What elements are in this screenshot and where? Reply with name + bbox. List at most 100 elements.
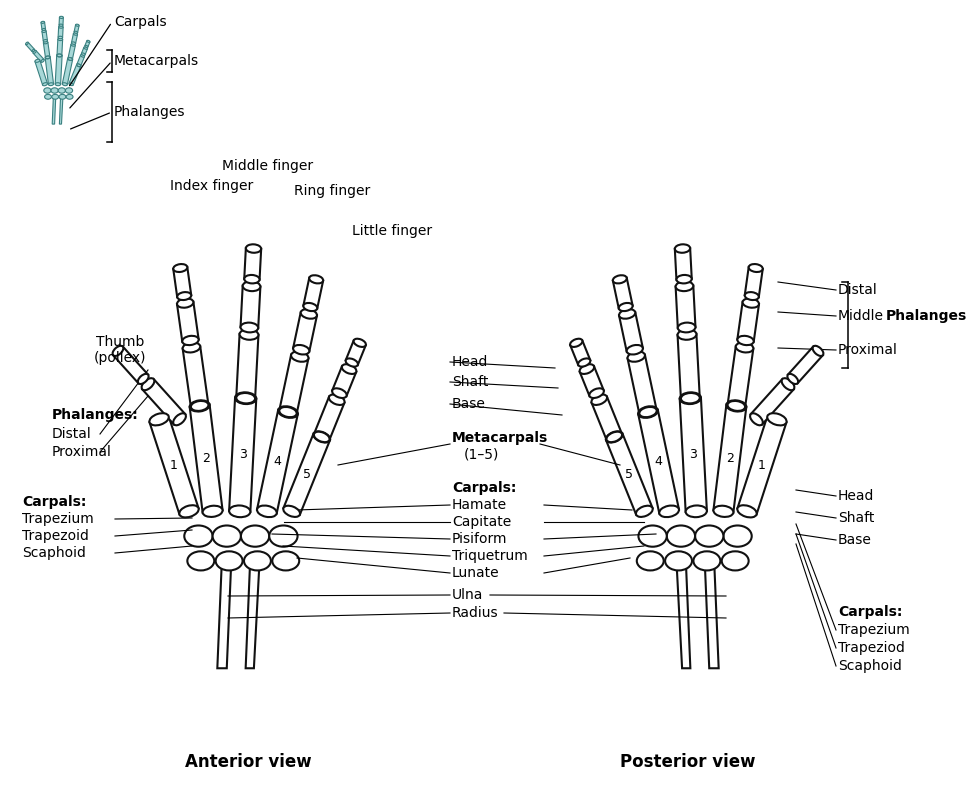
Polygon shape [638, 410, 679, 514]
Ellipse shape [571, 339, 582, 347]
Ellipse shape [270, 526, 298, 547]
Ellipse shape [283, 506, 300, 517]
Polygon shape [592, 396, 622, 440]
Polygon shape [183, 346, 208, 407]
Text: Scaphoid: Scaphoid [838, 659, 902, 673]
Polygon shape [149, 416, 198, 515]
Polygon shape [77, 55, 84, 66]
Ellipse shape [71, 42, 75, 44]
Ellipse shape [149, 413, 169, 426]
Ellipse shape [80, 54, 85, 58]
Polygon shape [704, 556, 719, 668]
Ellipse shape [244, 552, 271, 571]
Ellipse shape [41, 59, 44, 62]
Ellipse shape [112, 346, 123, 356]
Ellipse shape [216, 552, 242, 571]
Polygon shape [43, 43, 50, 58]
Ellipse shape [45, 95, 52, 99]
Polygon shape [346, 340, 365, 365]
Ellipse shape [246, 244, 261, 253]
Ellipse shape [782, 378, 794, 390]
Polygon shape [787, 347, 823, 383]
Ellipse shape [42, 28, 46, 31]
Text: 4: 4 [274, 455, 281, 468]
Ellipse shape [618, 303, 633, 311]
Text: Hamate: Hamate [452, 498, 507, 512]
Text: Distal: Distal [838, 283, 877, 297]
Text: Scaphoid: Scaphoid [22, 546, 86, 560]
Polygon shape [59, 17, 64, 25]
Text: Trapeziod: Trapeziod [838, 641, 905, 655]
Polygon shape [41, 22, 46, 30]
Polygon shape [750, 379, 793, 425]
Ellipse shape [59, 26, 64, 28]
Text: 1: 1 [758, 459, 766, 472]
Ellipse shape [675, 244, 690, 253]
Ellipse shape [68, 58, 72, 60]
Polygon shape [236, 334, 259, 399]
Ellipse shape [202, 506, 223, 517]
Ellipse shape [138, 374, 149, 384]
Ellipse shape [314, 432, 329, 442]
Text: 2: 2 [726, 452, 734, 465]
Ellipse shape [236, 393, 255, 403]
Ellipse shape [613, 275, 627, 284]
Polygon shape [81, 47, 88, 55]
Polygon shape [283, 433, 330, 515]
Ellipse shape [180, 505, 198, 518]
Ellipse shape [681, 393, 700, 403]
Ellipse shape [177, 299, 193, 308]
Ellipse shape [767, 413, 786, 426]
Polygon shape [571, 340, 590, 365]
Text: Carpals: Carpals [114, 15, 167, 29]
Text: Little finger: Little finger [352, 224, 432, 238]
Ellipse shape [58, 38, 63, 41]
Text: 1: 1 [170, 459, 178, 472]
Text: 4: 4 [655, 455, 662, 468]
Ellipse shape [46, 56, 50, 58]
Ellipse shape [230, 505, 250, 517]
Ellipse shape [738, 336, 753, 345]
Polygon shape [244, 248, 261, 280]
Ellipse shape [49, 83, 54, 86]
Polygon shape [173, 267, 191, 297]
Ellipse shape [637, 552, 663, 571]
Text: Head: Head [838, 489, 874, 503]
Text: Ring finger: Ring finger [294, 184, 370, 198]
Polygon shape [69, 65, 81, 85]
Ellipse shape [726, 400, 746, 411]
Polygon shape [177, 302, 198, 342]
Ellipse shape [239, 329, 259, 340]
Text: Pisiform: Pisiform [452, 532, 507, 546]
Ellipse shape [748, 264, 763, 272]
Ellipse shape [44, 87, 51, 93]
Polygon shape [60, 95, 63, 124]
Polygon shape [675, 248, 692, 280]
Ellipse shape [85, 46, 88, 47]
Ellipse shape [636, 506, 653, 517]
Ellipse shape [743, 299, 759, 308]
Ellipse shape [69, 83, 73, 86]
Ellipse shape [52, 95, 59, 99]
Ellipse shape [190, 400, 210, 411]
Text: Distal: Distal [52, 427, 92, 441]
Ellipse shape [66, 95, 73, 99]
Ellipse shape [676, 281, 694, 291]
Ellipse shape [678, 322, 696, 333]
Polygon shape [738, 302, 759, 342]
Ellipse shape [723, 526, 751, 547]
Text: 3: 3 [238, 448, 246, 461]
Ellipse shape [301, 309, 317, 318]
Ellipse shape [354, 339, 366, 347]
Text: Carpals:: Carpals: [452, 481, 517, 495]
Text: Capitate: Capitate [452, 515, 511, 529]
Ellipse shape [750, 413, 763, 426]
Ellipse shape [579, 364, 594, 374]
Polygon shape [230, 398, 256, 512]
Ellipse shape [278, 407, 298, 418]
Polygon shape [579, 366, 604, 396]
Ellipse shape [619, 309, 635, 318]
Ellipse shape [25, 42, 28, 45]
Text: Triquetrum: Triquetrum [452, 549, 528, 563]
Ellipse shape [59, 24, 63, 26]
